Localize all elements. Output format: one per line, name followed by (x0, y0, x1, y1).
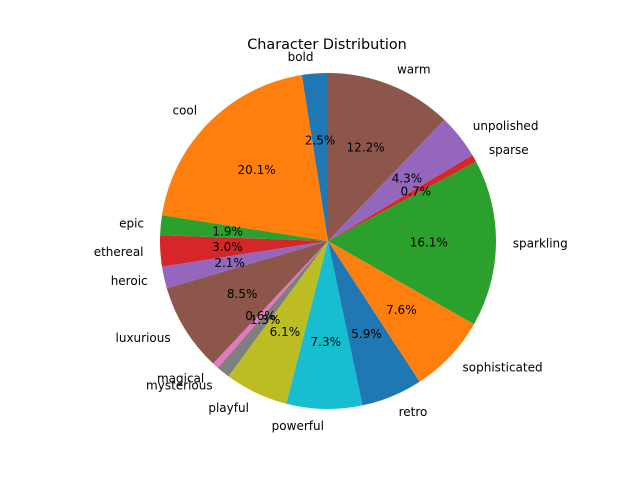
slice-percent-retro: 5.9% (351, 327, 382, 341)
slice-label-epic: epic (119, 217, 144, 231)
pie-slice-sophisticated (328, 241, 475, 382)
slice-label-ethereal: ethereal (94, 245, 144, 259)
pie-slice-magical (213, 241, 328, 368)
slice-label-heroic: heroic (111, 274, 148, 288)
pie-slice-unpolished (328, 119, 473, 241)
slice-label-playful: playful (208, 401, 249, 415)
slice-percent-sparse: 0.7% (401, 184, 432, 198)
slice-label-magical: magical (157, 371, 204, 385)
pie-slice-sparkling (328, 161, 496, 325)
pie-slice-epic (160, 215, 328, 241)
pie-slice-warm (328, 73, 445, 241)
pie-slice-ethereal (159, 235, 328, 267)
slice-percent-labels: 2.5% 20.1% 1.9%3.0% 2.1% 8.5% 0.6%1.3%6.1% 7.3… (212, 134, 448, 349)
pie-slice-mysterious (217, 241, 328, 377)
slice-label-sparse: sparse (489, 143, 529, 157)
slice-label-luxurious: luxurious (116, 331, 171, 345)
pie-slices (159, 73, 496, 409)
slice-percent-heroic: 2.1% (214, 256, 245, 270)
slice-percent-sophisticated: 7.6% (386, 303, 417, 317)
slice-label-sparkling: sparkling (513, 236, 568, 250)
pie-slice-sparse (328, 155, 477, 241)
slice-percent-cool: 20.1% (238, 163, 276, 177)
slice-label-mysterious: mysterious (146, 378, 213, 392)
slice-label-sophisticated: sophisticated (463, 361, 543, 375)
pie-slice-playful (228, 241, 328, 404)
slice-percent-powerful: 7.3% (311, 335, 342, 349)
slice-labels: bold cool epic ethereal heroic luxurious magic… (94, 50, 568, 433)
chart-title: Character Distribution (247, 37, 407, 53)
slice-label-retro: retro (399, 405, 428, 419)
pie-slice-powerful (286, 241, 363, 409)
pie-slice-retro (328, 241, 420, 406)
slice-label-warm: warm (397, 63, 431, 77)
slice-percent-epic: 1.9% (212, 225, 243, 239)
slice-label-bold: bold (288, 50, 314, 64)
pie-slice-bold (301, 73, 328, 241)
pie-slice-heroic (161, 241, 328, 289)
slice-percent-mysterious: 1.3% (250, 313, 281, 327)
slice-label-cool: cool (172, 104, 197, 118)
pie-slice-cool (161, 75, 328, 242)
slice-percent-unpolished: 4.3% (392, 171, 423, 185)
slice-label-unpolished: unpolished (473, 119, 539, 133)
pie-slice-luxurious (166, 241, 328, 364)
slice-percent-ethereal: 3.0% (212, 240, 243, 254)
slice-percent-magical: 0.6% (245, 309, 276, 323)
slice-percent-warm: 12.2% (347, 140, 385, 154)
slice-percent-playful: 6.1% (270, 325, 301, 339)
slice-percent-sparkling: 16.1% (410, 235, 448, 249)
slice-label-powerful: powerful (272, 419, 324, 433)
slice-percent-luxurious: 8.5% (227, 287, 258, 301)
slice-percent-bold: 2.5% (305, 134, 336, 148)
